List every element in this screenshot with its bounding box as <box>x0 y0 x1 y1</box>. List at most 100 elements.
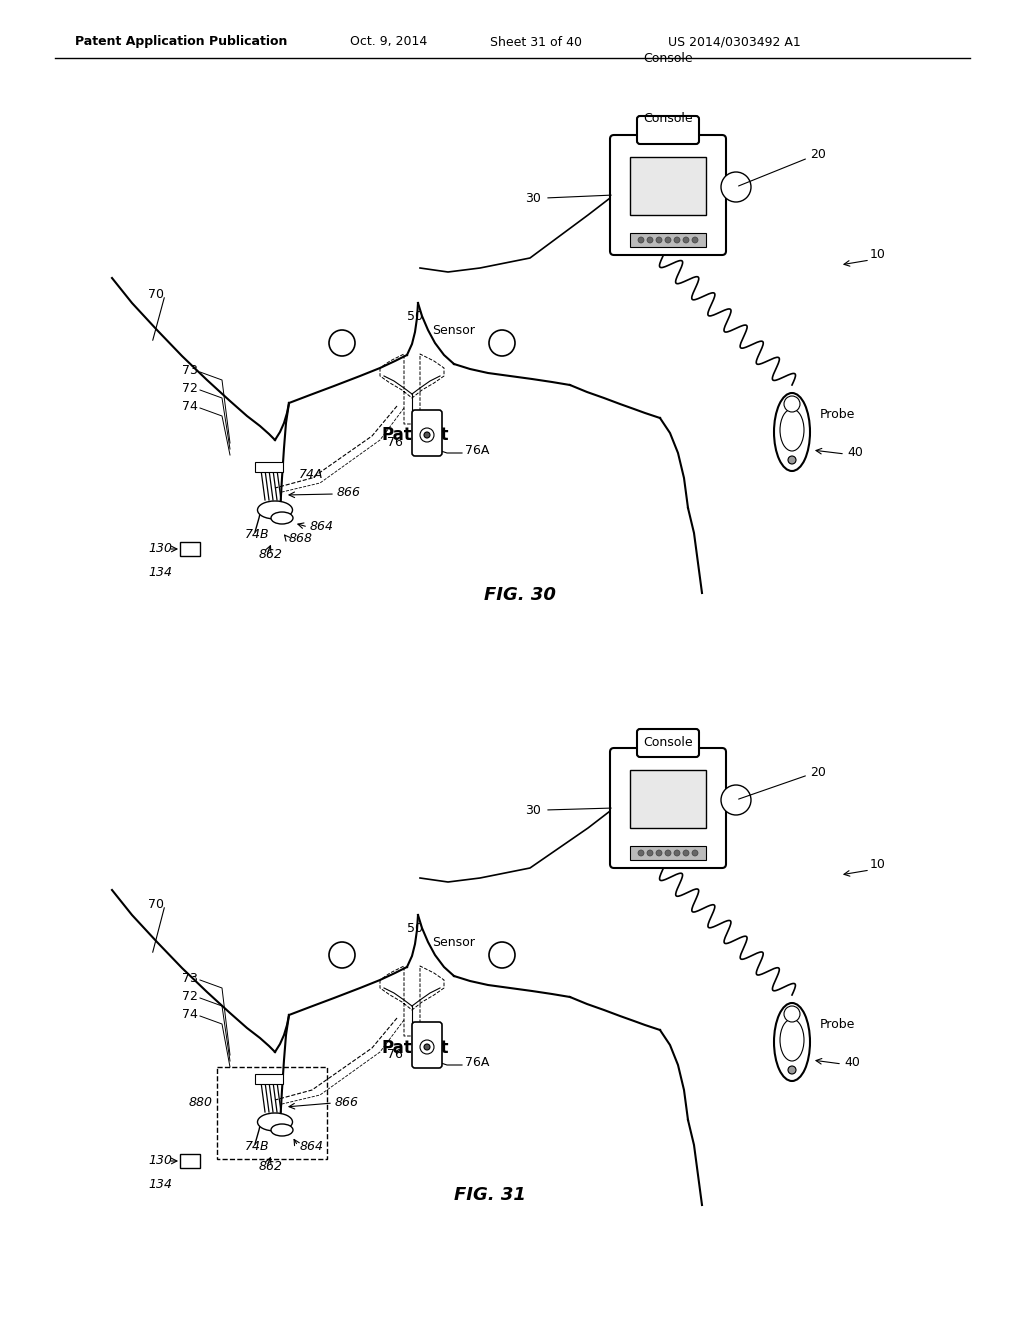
Circle shape <box>692 850 698 855</box>
Text: 50: 50 <box>407 309 423 322</box>
FancyBboxPatch shape <box>412 411 442 455</box>
Circle shape <box>489 330 515 356</box>
Ellipse shape <box>257 502 293 519</box>
Bar <box>630 234 706 247</box>
Circle shape <box>665 850 671 855</box>
Text: 73: 73 <box>182 972 198 985</box>
Ellipse shape <box>774 393 810 471</box>
Text: Display: Display <box>640 791 696 805</box>
Circle shape <box>647 238 653 243</box>
FancyBboxPatch shape <box>610 135 726 255</box>
Text: Oct. 9, 2014: Oct. 9, 2014 <box>350 36 427 49</box>
Circle shape <box>721 172 751 202</box>
Text: 864: 864 <box>300 1139 324 1152</box>
Circle shape <box>665 238 671 243</box>
Text: 20: 20 <box>810 766 826 779</box>
Text: 134: 134 <box>148 565 172 578</box>
Text: 10: 10 <box>870 858 886 871</box>
Circle shape <box>329 942 355 968</box>
Text: 76A: 76A <box>465 445 489 458</box>
Circle shape <box>329 330 355 356</box>
Text: 76: 76 <box>387 437 402 450</box>
Text: 50: 50 <box>407 921 423 935</box>
Circle shape <box>674 850 680 855</box>
Bar <box>180 1154 200 1168</box>
Text: Console: Console <box>643 111 693 124</box>
Bar <box>217 1067 327 1159</box>
Text: 134: 134 <box>148 1177 172 1191</box>
Text: Patent Application Publication: Patent Application Publication <box>75 36 288 49</box>
Circle shape <box>420 1040 434 1053</box>
Text: 10: 10 <box>870 248 886 261</box>
Circle shape <box>788 455 796 465</box>
Text: 70: 70 <box>148 899 164 912</box>
Bar <box>255 1074 283 1084</box>
Text: 866: 866 <box>335 1096 359 1109</box>
Text: 864: 864 <box>310 520 334 532</box>
Circle shape <box>721 785 751 814</box>
Circle shape <box>788 1067 796 1074</box>
Text: Sensor: Sensor <box>432 325 475 338</box>
Text: Display: Display <box>640 178 696 191</box>
Circle shape <box>784 1006 800 1022</box>
FancyBboxPatch shape <box>637 729 699 756</box>
Bar <box>630 846 706 861</box>
Text: 862: 862 <box>259 1160 283 1173</box>
Ellipse shape <box>774 1003 810 1081</box>
Text: 40: 40 <box>844 1056 860 1068</box>
Circle shape <box>424 1044 430 1049</box>
Text: FIG. 30: FIG. 30 <box>484 586 556 605</box>
Text: Patient: Patient <box>381 426 449 444</box>
Bar <box>630 157 706 215</box>
Text: 76: 76 <box>387 1048 402 1061</box>
Circle shape <box>638 850 644 855</box>
Text: 70: 70 <box>148 289 164 301</box>
Text: 20: 20 <box>810 149 826 161</box>
Text: FIG. 31: FIG. 31 <box>454 1185 526 1204</box>
Text: 73: 73 <box>182 363 198 376</box>
FancyBboxPatch shape <box>610 748 726 869</box>
Bar <box>630 770 706 828</box>
Circle shape <box>683 238 689 243</box>
Circle shape <box>683 850 689 855</box>
Text: 74: 74 <box>182 400 198 412</box>
Text: 74B: 74B <box>245 1140 269 1154</box>
Circle shape <box>656 850 662 855</box>
Ellipse shape <box>271 512 293 524</box>
Text: Console: Console <box>643 735 693 748</box>
Text: 130: 130 <box>148 1155 172 1167</box>
Text: 76A: 76A <box>465 1056 489 1069</box>
Circle shape <box>420 428 434 442</box>
Text: 868: 868 <box>289 532 313 544</box>
Text: 880: 880 <box>189 1096 213 1109</box>
Circle shape <box>656 238 662 243</box>
Bar <box>180 543 200 556</box>
Bar <box>255 462 283 473</box>
Ellipse shape <box>780 1019 804 1061</box>
Circle shape <box>638 238 644 243</box>
Text: Console: Console <box>643 51 693 65</box>
Circle shape <box>424 432 430 438</box>
Text: US 2014/0303492 A1: US 2014/0303492 A1 <box>668 36 801 49</box>
Circle shape <box>692 238 698 243</box>
Text: Sheet 31 of 40: Sheet 31 of 40 <box>490 36 582 49</box>
Text: 40: 40 <box>847 446 863 458</box>
Text: 72: 72 <box>182 381 198 395</box>
Text: 74A: 74A <box>299 469 324 482</box>
Text: Probe: Probe <box>820 1018 855 1031</box>
Circle shape <box>674 238 680 243</box>
Text: 30: 30 <box>525 804 541 817</box>
Text: Probe: Probe <box>820 408 855 421</box>
Ellipse shape <box>780 409 804 451</box>
Ellipse shape <box>271 1125 293 1137</box>
Text: 74B: 74B <box>245 528 269 541</box>
Text: 74: 74 <box>182 1007 198 1020</box>
FancyBboxPatch shape <box>637 116 699 144</box>
Circle shape <box>489 942 515 968</box>
Text: Sensor: Sensor <box>432 936 475 949</box>
Ellipse shape <box>257 1113 293 1131</box>
Text: 866: 866 <box>337 486 361 499</box>
Text: Patient: Patient <box>381 1039 449 1057</box>
Text: 130: 130 <box>148 543 172 556</box>
Circle shape <box>784 396 800 412</box>
